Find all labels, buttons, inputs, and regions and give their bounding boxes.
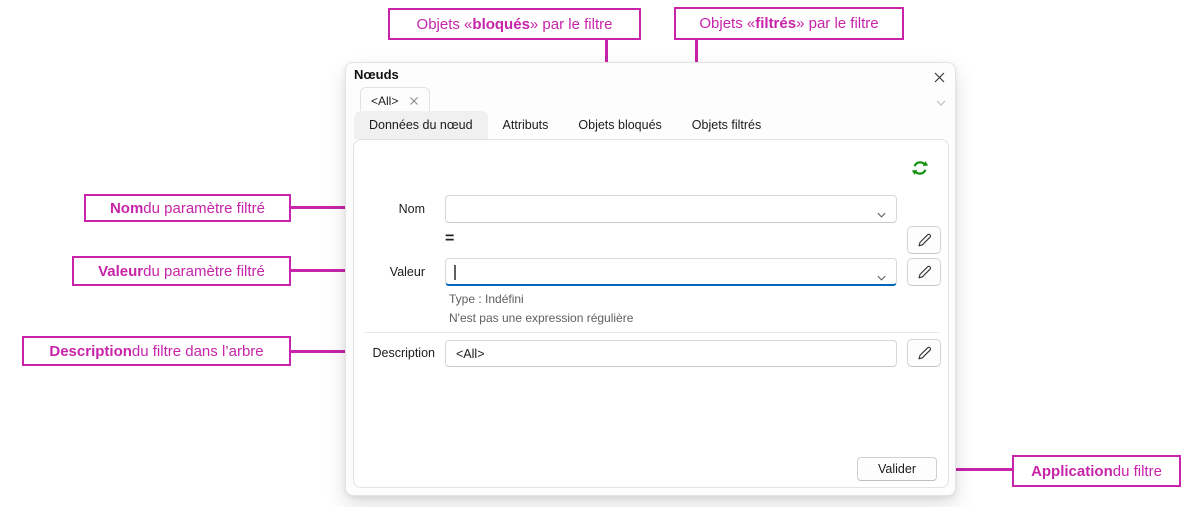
- doc-tab-label: <All>: [371, 93, 399, 108]
- chevron-down-icon: [876, 206, 887, 224]
- window-title: Nœuds: [354, 67, 399, 82]
- tab-donnees-du-noeud[interactable]: Données du nœud: [354, 111, 488, 139]
- annotation-application: Application du filtre: [1012, 455, 1181, 487]
- arrow-line: [941, 468, 1012, 471]
- pencil-icon: [918, 233, 931, 247]
- tab-objets-bloques[interactable]: Objets bloqués: [578, 118, 662, 132]
- tab-objets-filtres[interactable]: Objets filtrés: [691, 118, 762, 132]
- close-icon[interactable]: [931, 69, 947, 85]
- annotation-text: Objets «: [699, 15, 756, 32]
- description-input[interactable]: <All>: [445, 340, 897, 367]
- edit-operator-button[interactable]: [907, 226, 941, 254]
- edit-valeur-button[interactable]: [907, 258, 941, 286]
- annotation-description: Description du filtre dans l’arbre: [22, 336, 291, 366]
- annotation-text: Objets «: [416, 15, 473, 33]
- annotation-blocked-objects: Objets « bloqués » par le filtre: [388, 8, 641, 40]
- chevron-down-icon[interactable]: [935, 94, 947, 112]
- type-helper-text: Type : Indéfini: [449, 292, 524, 306]
- description-value: <All>: [456, 346, 485, 361]
- noeuds-dialog: Nœuds <All> Données du nœud Attributs Ob…: [345, 62, 956, 496]
- annotation-valeur: Valeur du paramètre filtré: [72, 256, 291, 286]
- annotation-filtered-objects: Objets « filtrés » par le filtre: [674, 7, 904, 40]
- arrow-line: [291, 206, 382, 209]
- regex-helper-text: N'est pas une expression régulière: [449, 311, 634, 325]
- page-tabstrip: Données du nœud Attributs Objets bloqués…: [354, 111, 776, 139]
- tab-content-panel: Nom = Valeur Type : Indé: [353, 139, 949, 488]
- text-caret: [454, 265, 456, 280]
- edit-description-button[interactable]: [907, 339, 941, 367]
- chevron-down-icon: [876, 269, 887, 287]
- valeur-label: Valeur: [389, 265, 425, 279]
- section-divider: [364, 332, 940, 333]
- nom-label: Nom: [398, 202, 425, 216]
- valider-button[interactable]: Valider: [857, 457, 937, 481]
- valeur-combobox[interactable]: [445, 258, 897, 286]
- arrow-line: [291, 350, 348, 353]
- tab-attributs[interactable]: Attributs: [502, 118, 549, 132]
- refresh-icon[interactable]: [910, 158, 930, 178]
- pencil-icon: [918, 346, 931, 360]
- operator-value[interactable]: =: [445, 230, 455, 247]
- doc-tab-close-icon[interactable]: [409, 96, 419, 106]
- annotation-nom: Nom du paramètre filtré: [84, 194, 291, 222]
- description-label: Description: [372, 346, 435, 360]
- pencil-icon: [918, 265, 931, 279]
- nom-combobox[interactable]: [445, 195, 897, 223]
- arrow-line: [291, 269, 371, 272]
- filter-doc-tab[interactable]: <All>: [360, 87, 431, 113]
